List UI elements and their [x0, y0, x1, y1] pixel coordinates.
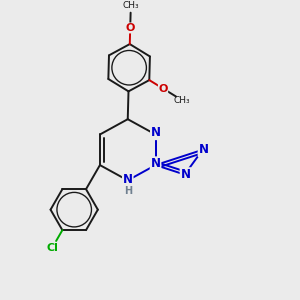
Text: H: H: [124, 186, 132, 196]
Text: N: N: [151, 126, 161, 139]
Text: CH₃: CH₃: [174, 96, 190, 105]
Text: O: O: [158, 83, 168, 94]
Text: N: N: [151, 157, 160, 170]
Text: N: N: [123, 173, 133, 186]
Text: CH₃: CH₃: [122, 1, 139, 10]
Text: O: O: [125, 23, 135, 33]
Text: N: N: [181, 168, 190, 181]
Text: Cl: Cl: [46, 243, 58, 253]
Text: N: N: [199, 143, 208, 156]
